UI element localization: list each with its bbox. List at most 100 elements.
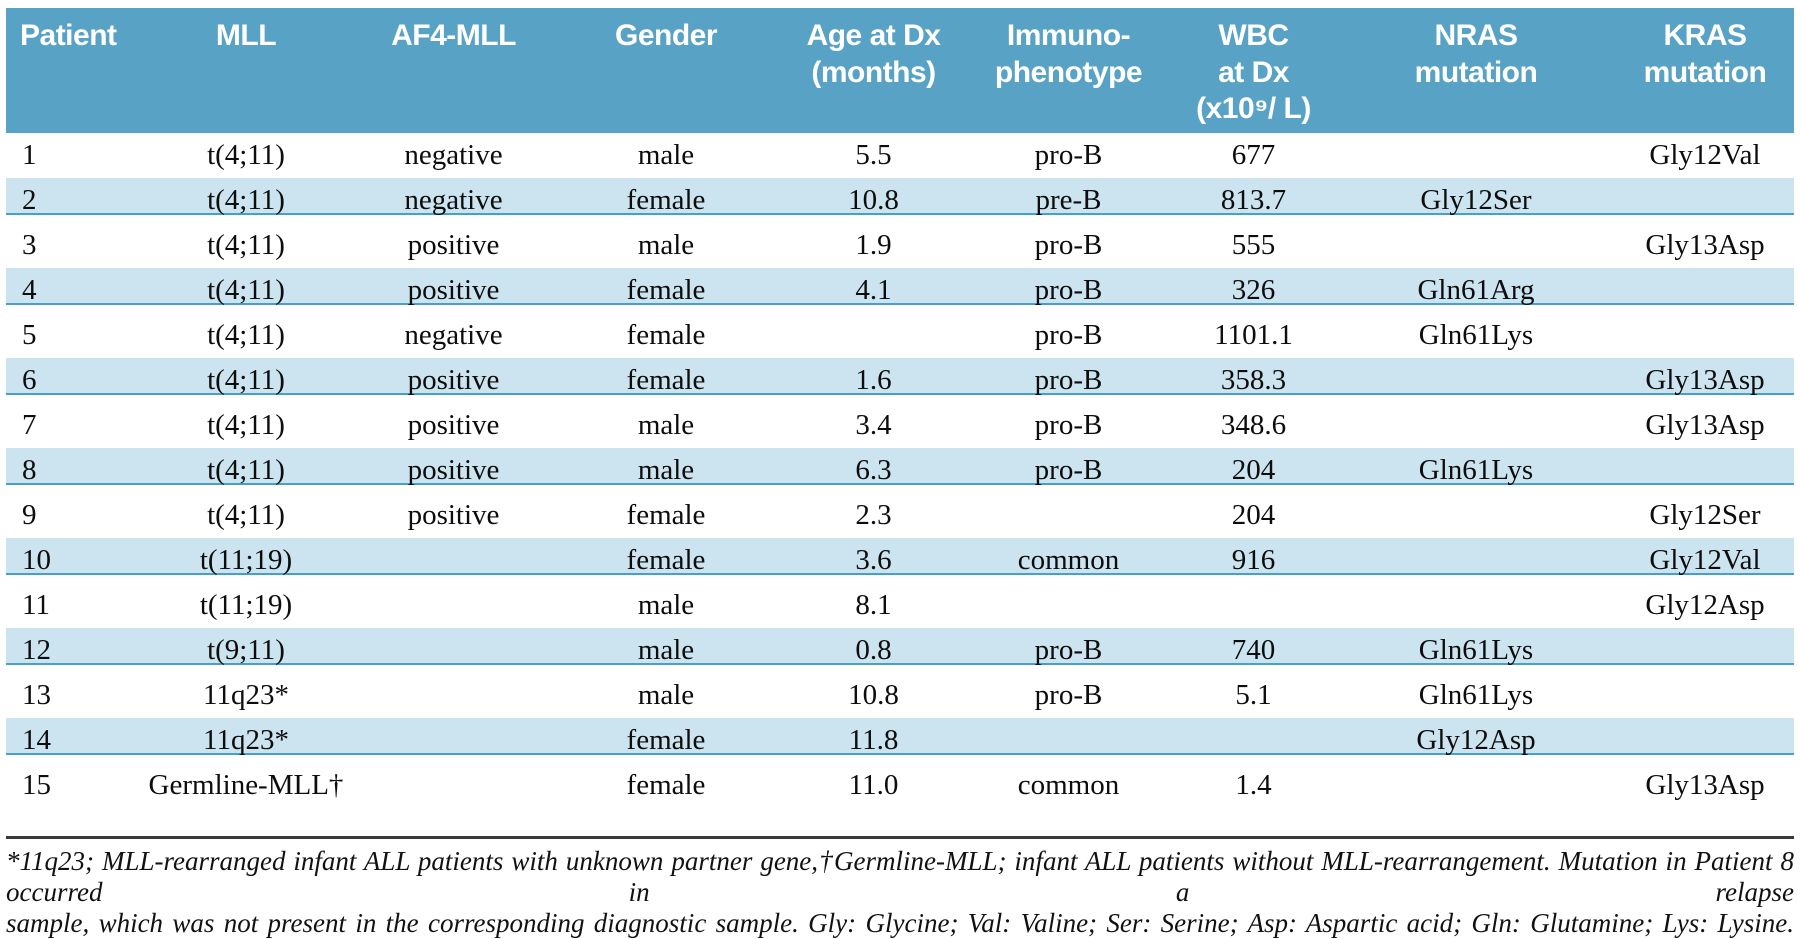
cell-af4mll: positive: [356, 358, 551, 403]
cell-wbc: [1171, 583, 1336, 628]
cell-wbc: [1171, 718, 1336, 763]
cell-nras: [1336, 538, 1616, 583]
cell-af4mll: negative: [404, 319, 503, 351]
cell-gender: male: [637, 139, 695, 171]
cell-immuno: [966, 718, 1171, 763]
cell-mll: t(11;19): [136, 538, 356, 583]
cell-age: 8.1: [855, 589, 892, 621]
column-header-gender: Gender: [551, 8, 781, 133]
cell-nras: [1336, 223, 1616, 268]
cell-age: 3.4: [855, 409, 892, 441]
cell-age: 10.8: [848, 679, 899, 711]
cell-af4mll: [356, 673, 551, 718]
cell-wbc: 555: [1231, 229, 1276, 261]
cell-wbc: 5.1: [1235, 679, 1272, 711]
cell-af4mll: positive: [356, 448, 551, 493]
cell-immuno: pro-B: [966, 448, 1171, 493]
cell-kras: [1616, 628, 1794, 673]
cell-af4mll: positive: [407, 499, 500, 531]
cell-mll: 11q23*: [136, 718, 356, 763]
cell-patient: 4: [6, 268, 136, 313]
cell-kras: [1616, 268, 1794, 313]
cell-gender: female: [626, 499, 706, 531]
cell-nras: [1336, 493, 1616, 538]
table-row-patient-2: 2 t(4;11) negative female 10.8 pre-B 813.7 Gly1…: [6, 178, 1794, 223]
cell-kras: [1616, 673, 1794, 718]
column-header-kras: KRAS mutation: [1616, 8, 1794, 133]
table-row-patient-8: 8 t(4;11) positive male 6.3 pro-B 204 Gln61Lys: [6, 448, 1794, 493]
column-header-wbc: WBC at Dx (x10⁹/ L): [1171, 8, 1336, 133]
cell-patient: 15: [22, 769, 51, 801]
cell-age: 1.6: [781, 358, 966, 403]
cell-immuno: [966, 583, 1171, 628]
cell-nras: [1336, 358, 1616, 403]
cell-kras: Gly13Asp: [1616, 358, 1794, 403]
cell-mll: t(9;11): [136, 628, 356, 673]
cell-age: 11.0: [848, 769, 899, 801]
cell-gender: female: [551, 178, 781, 223]
cell-kras: Gly12Ser: [1649, 499, 1761, 531]
cell-patient: 1: [22, 139, 37, 171]
cell-gender: female: [551, 718, 781, 763]
cell-af4mll: [356, 583, 551, 628]
table-row-patient-13: 13 11q23* male 10.8 pro-B 5.1 Gln61Lys: [6, 673, 1794, 718]
cell-immuno: common: [1017, 769, 1120, 801]
cell-wbc: 677: [1231, 139, 1276, 171]
column-header-patient: Patient: [6, 8, 136, 133]
cell-gender: female: [551, 538, 781, 583]
cell-age: 4.1: [781, 268, 966, 313]
cell-wbc: 813.7: [1171, 178, 1336, 223]
table-figure: Patient MLL AF4-MLL Gender Age at Dx (months…: [6, 8, 1794, 938]
cell-age: 2.3: [855, 499, 892, 531]
cell-nras: Gln61Arg: [1336, 268, 1616, 313]
cell-kras: Gly13Asp: [1645, 229, 1765, 261]
table-body: 1 t(4;11) negative male 5.5 pro-B 677 Gly12Val 2…: [6, 133, 1794, 808]
table-header: Patient MLL AF4-MLL Gender Age at Dx (months…: [6, 8, 1794, 133]
cell-immuno: pro-B: [1034, 319, 1103, 351]
footnote-line-2: sample, which was not present in the cor…: [6, 908, 1794, 938]
cell-kras: Gly12Val: [1616, 538, 1794, 583]
cell-patient: 10: [6, 538, 136, 583]
cell-wbc: 348.6: [1220, 409, 1287, 441]
cell-gender: male: [551, 628, 781, 673]
cell-mll: t(4;11): [136, 268, 356, 313]
table-row-patient-10: 10 t(11;19) female 3.6 common 916 Gly12Val: [6, 538, 1794, 583]
cell-gender: female: [551, 358, 781, 403]
column-header-age: Age at Dx (months): [781, 8, 966, 133]
cell-af4mll: [356, 763, 551, 808]
cell-immuno: [966, 493, 1171, 538]
cell-af4mll: [356, 718, 551, 763]
cell-immuno: pro-B: [1034, 679, 1103, 711]
cell-immuno: pro-B: [1034, 139, 1103, 171]
cell-nras: Gln61Lys: [1336, 628, 1616, 673]
cell-mll: t(4;11): [207, 499, 285, 531]
cell-af4mll: positive: [407, 229, 500, 261]
table-row-patient-12: 12 t(9;11) male 0.8 pro-B 740 Gln61Lys: [6, 628, 1794, 673]
cell-immuno: pro-B: [966, 628, 1171, 673]
cell-mll: t(4;11): [136, 448, 356, 493]
cell-gender: male: [637, 229, 695, 261]
cell-af4mll: negative: [404, 139, 503, 171]
cell-kras: [1616, 448, 1794, 493]
table-header-row: Patient MLL AF4-MLL Gender Age at Dx (months…: [6, 8, 1794, 133]
cell-nras: Gln61Lys: [1418, 319, 1534, 351]
cell-nras: Gln61Lys: [1336, 448, 1616, 493]
cell-immuno: pro-B: [1034, 229, 1103, 261]
cell-nras: Gly12Ser: [1336, 178, 1616, 223]
cell-gender: female: [626, 319, 706, 351]
cell-gender: female: [626, 769, 706, 801]
cell-kras: Gly12Asp: [1645, 589, 1765, 621]
cell-mll: t(4;11): [136, 358, 356, 403]
cell-mll: Germline-MLL†: [148, 769, 344, 801]
cell-nras: [1336, 403, 1616, 448]
cell-wbc: 358.3: [1171, 358, 1336, 403]
cell-gender: male: [637, 409, 695, 441]
cell-kras: [1616, 718, 1794, 763]
cell-gender: male: [637, 679, 695, 711]
cell-immuno: pro-B: [966, 268, 1171, 313]
cell-mll: t(4;11): [207, 319, 285, 351]
cell-nras: [1336, 763, 1616, 808]
cell-af4mll: positive: [356, 268, 551, 313]
column-header-immuno: Immuno- phenotype: [966, 8, 1171, 133]
cell-kras: Gly13Asp: [1645, 769, 1765, 801]
